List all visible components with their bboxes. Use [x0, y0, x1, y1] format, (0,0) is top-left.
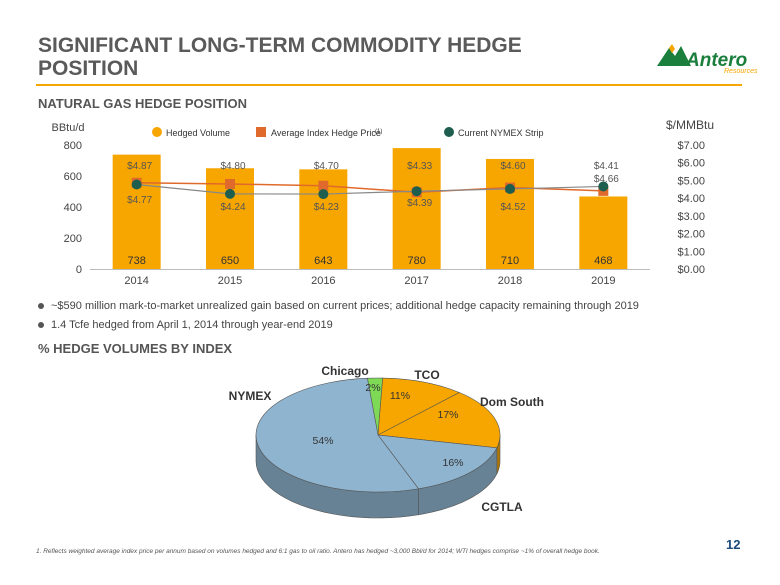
footnote: 1. Reflects weighted average index price…	[36, 548, 600, 555]
title-divider	[36, 84, 742, 86]
pie-percent-label: 16%	[442, 457, 463, 469]
pie-percent-label: 11%	[390, 390, 410, 402]
pie-slice	[377, 434, 498, 490]
pie-percent-label: 2%	[365, 382, 380, 394]
legend-label-hedged-volume: Hedged Volume	[166, 128, 230, 138]
pie-category-label: CGTLA	[481, 500, 523, 514]
section-title-hedge-position: NATURAL GAS HEDGE POSITION	[38, 96, 247, 111]
point-nymex-strip	[225, 188, 235, 199]
y-right-axis-label: $/MMBtu	[666, 118, 714, 132]
y-left-tick-label: 0	[76, 264, 82, 276]
bullet-dot	[38, 322, 44, 329]
data-label-nymex-strip: $4.66	[594, 174, 619, 185]
data-label-nymex-strip: $4.23	[314, 202, 339, 213]
y-right-tick-label: $0.00	[677, 264, 705, 276]
pie-category-label: NYMEX	[229, 389, 272, 403]
y-right-tick-label: $5.00	[677, 175, 705, 187]
y-right-tick-label: $2.00	[677, 229, 705, 241]
point-nymex-strip	[505, 183, 515, 194]
bar-hedged-volume	[579, 196, 628, 269]
point-nymex-strip	[318, 189, 329, 200]
bar-hedged-volume	[112, 154, 161, 269]
point-index-price	[225, 178, 235, 189]
legend-marker-nymex	[444, 127, 454, 137]
y-right-tick-label: $3.00	[677, 211, 705, 223]
logo-subtext: Resources	[724, 68, 758, 75]
section-title-hedge-volumes: % HEDGE VOLUMES BY INDEX	[38, 341, 233, 356]
bullet-2: 1.4 Tcfe hedged from April 1, 2014 throu…	[38, 319, 333, 331]
bar-value-label: 780	[407, 255, 425, 267]
legend-label-index-price: Average Index Hedge Price	[271, 128, 381, 138]
point-nymex-strip	[598, 181, 609, 192]
bar-value-label: 710	[501, 255, 519, 267]
bar-hedged-volume	[486, 158, 534, 269]
y-right-tick-label: $6.00	[677, 158, 705, 170]
bullet-2-text: 1.4 Tcfe hedged from April 1, 2014 throu…	[51, 319, 333, 331]
point-nymex-strip	[131, 179, 142, 190]
legend-label-nymex: Current NYMEX Strip	[458, 128, 544, 138]
bullet-dot	[38, 303, 44, 310]
data-label-nymex-strip: $4.39	[407, 198, 432, 209]
pie-category-label: TCO	[414, 368, 439, 382]
x-tick-label: 2016	[311, 275, 335, 287]
x-tick-label: 2014	[124, 275, 148, 287]
x-tick-label: 2018	[498, 275, 522, 287]
data-label-index-price: $4.60	[500, 161, 525, 172]
line-nymex-strip	[136, 183, 604, 195]
y-right-tick-label: $1.00	[677, 246, 705, 258]
hedge-position-chart: BBtu/d $/MMBtu Hedged Volume Average Index …	[51, 118, 714, 287]
data-label-nymex-strip: $4.77	[127, 195, 152, 206]
data-label-nymex-strip: $4.52	[500, 202, 525, 213]
y-left-tick-label: 200	[64, 233, 82, 245]
point-nymex-strip	[411, 186, 422, 197]
pie-category-label: Chicago	[321, 364, 368, 378]
bar-value-label: 468	[594, 255, 612, 267]
data-label-index-price: $4.41	[594, 161, 619, 172]
data-label-nymex-strip: $4.24	[220, 202, 245, 213]
pie-category-label: Dom South	[480, 395, 544, 409]
legend-marker-index-price	[256, 127, 266, 137]
slide-title: SIGNIFICANT LONG-TERM COMMODITY HEDGE PO…	[38, 34, 522, 80]
bar-value-label: 650	[221, 255, 239, 267]
pie-slice	[377, 377, 461, 436]
antero-logo-icon	[657, 44, 691, 66]
legend-label-index-price-sup: (1)	[375, 129, 382, 135]
x-tick-label: 2019	[591, 275, 615, 287]
pie-slice	[376, 392, 501, 449]
bar-value-label: 643	[314, 255, 332, 267]
hedge-volume-pie: 2% Chicago 11% TCO 17% Dom South 16% CGTLA 54% NY…	[229, 364, 544, 519]
y-left-axis-label: BBtu/d	[51, 122, 84, 134]
bar-hedged-volume	[392, 148, 441, 269]
pie-slice	[255, 377, 420, 493]
logo-text: Antero	[686, 50, 748, 71]
page-number: 12	[726, 537, 741, 552]
point-index-price	[318, 180, 329, 191]
data-label-index-price: $4.33	[407, 161, 432, 172]
y-left-tick-label: 400	[64, 202, 82, 214]
y-left-tick-label: 800	[64, 140, 82, 152]
bullet-1-text: ~$590 million mark-to-market unrealized …	[51, 300, 639, 312]
data-label-index-price: $4.80	[220, 161, 245, 172]
legend-marker-hedged-volume	[152, 127, 162, 137]
y-right-tick-label: $4.00	[677, 193, 705, 205]
y-right-tick-label: $7.00	[677, 140, 705, 152]
pie-percent-label: 17%	[437, 409, 458, 421]
data-label-index-price: $4.70	[314, 161, 339, 172]
x-tick-label: 2017	[404, 275, 428, 287]
data-label-index-price: $4.87	[127, 161, 152, 172]
bullet-1: ~$590 million mark-to-market unrealized …	[38, 300, 639, 312]
bar-value-label: 738	[127, 255, 145, 267]
pie-percent-label: 54%	[312, 435, 333, 447]
y-left-tick-label: 600	[64, 171, 82, 183]
x-tick-label: 2015	[218, 275, 242, 287]
